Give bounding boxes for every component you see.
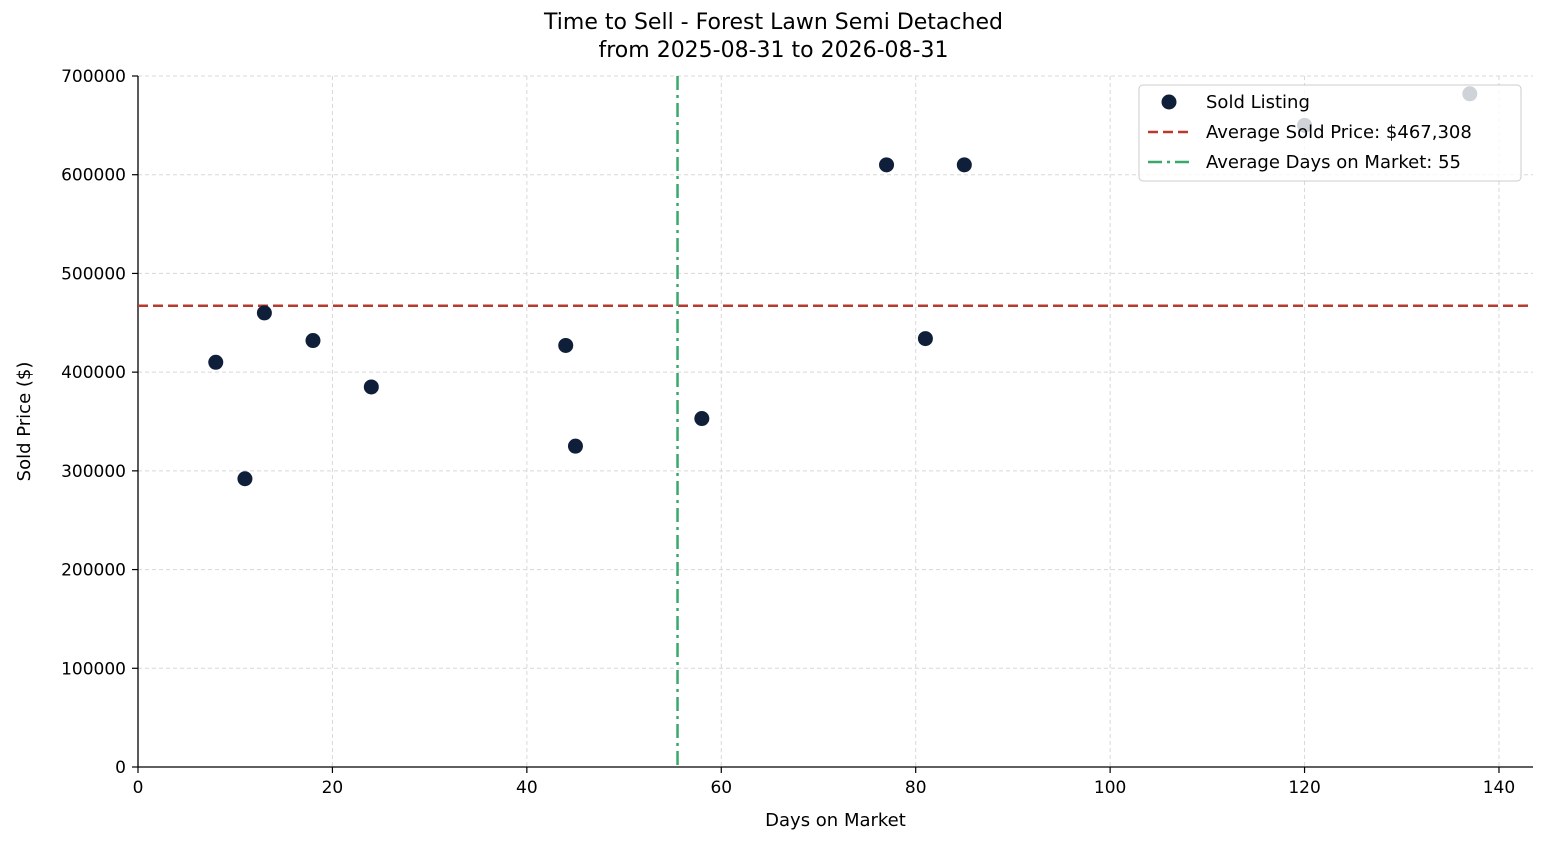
legend-label-avg-price: Average Sold Price: $467,308 [1206, 122, 1472, 143]
y-tick-label: 0 [115, 758, 126, 778]
x-axis-label: Days on Market [765, 810, 906, 831]
y-tick-label: 500000 [61, 264, 126, 284]
data-point [558, 337, 574, 353]
x-tick-label: 20 [322, 778, 344, 798]
legend-marker-sold [1161, 94, 1177, 110]
data-point [917, 331, 933, 347]
data-point [208, 354, 224, 370]
legend-label-sold: Sold Listing [1206, 92, 1310, 113]
y-axis-label: Sold Price ($) [14, 362, 35, 482]
data-point [694, 411, 710, 427]
x-tick-label: 140 [1483, 778, 1515, 798]
data-point [305, 333, 321, 349]
x-tick-label: 60 [710, 778, 732, 798]
data-point [956, 157, 972, 173]
data-point [567, 438, 583, 454]
x-tick-label: 40 [516, 778, 538, 798]
chart-subtitle: from 2025-08-31 to 2026-08-31 [598, 38, 949, 63]
legend-label-avg-days: Average Days on Market: 55 [1206, 152, 1461, 173]
y-tick-label: 600000 [61, 166, 126, 186]
data-point [237, 471, 253, 487]
x-tick-label: 100 [1094, 778, 1126, 798]
x-tick-label: 0 [133, 778, 144, 798]
y-tick-label: 100000 [61, 659, 126, 679]
y-tick-label: 700000 [61, 67, 126, 87]
x-tick-label: 120 [1288, 778, 1320, 798]
data-point [363, 379, 379, 395]
y-tick-label: 400000 [61, 363, 126, 383]
data-point [256, 305, 272, 321]
legend-box [1138, 84, 1522, 182]
chart-title: Time to Sell - Forest Lawn Semi Detached [544, 10, 1003, 35]
y-tick-label: 200000 [61, 561, 126, 581]
y-tick-label: 300000 [61, 462, 126, 482]
x-tick-label: 80 [905, 778, 927, 798]
data-point [879, 157, 895, 173]
